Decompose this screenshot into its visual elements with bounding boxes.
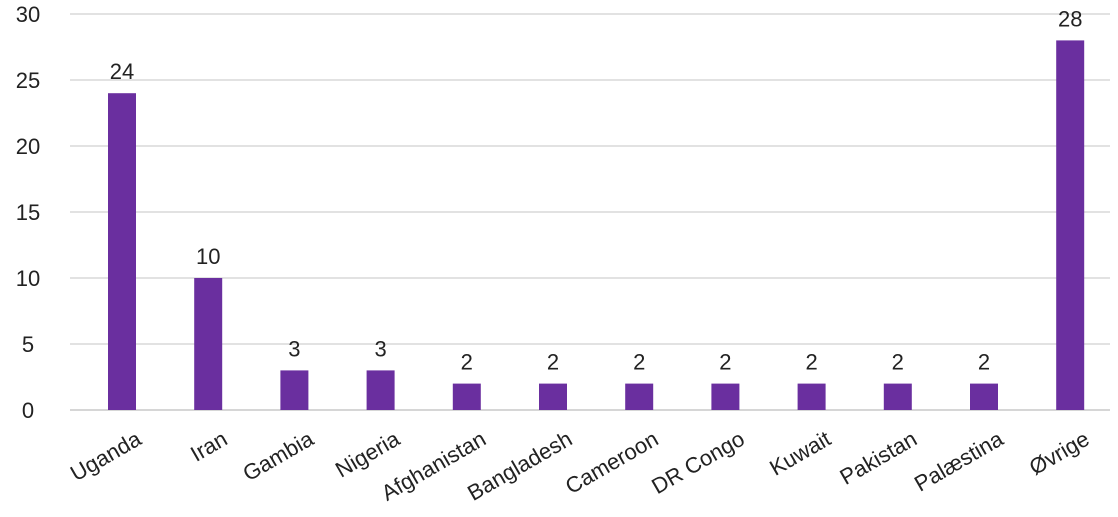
bar: [539, 383, 567, 410]
data-label: 24: [110, 59, 134, 84]
y-tick-label: 5: [22, 332, 34, 357]
data-label: 2: [461, 350, 473, 375]
bar: [280, 370, 309, 410]
data-label: 2: [892, 350, 904, 375]
bar: [108, 93, 136, 410]
y-tick-label: 0: [22, 398, 34, 423]
data-label: 3: [374, 336, 386, 361]
bar: [711, 383, 740, 410]
data-label: 2: [805, 350, 817, 375]
data-label: 28: [1058, 6, 1082, 31]
x-tick-label: Kuwait: [765, 426, 835, 481]
x-tick-label: Palæstina: [910, 426, 1008, 497]
bar: [970, 383, 998, 410]
bar: [797, 383, 826, 410]
y-tick-label: 25: [16, 68, 40, 93]
y-tick-label: 15: [16, 200, 40, 225]
x-tick-label: Pakistan: [836, 426, 922, 490]
data-label: 2: [633, 350, 645, 375]
y-tick-label: 10: [16, 266, 40, 291]
x-tick-label: Cameroon: [561, 426, 662, 499]
bar: [883, 383, 912, 410]
bar: [1056, 40, 1085, 411]
data-label: 2: [719, 350, 731, 375]
data-label: 2: [547, 350, 559, 375]
bar: [366, 370, 395, 410]
x-tick-label: Gambia: [238, 426, 318, 487]
y-tick-label: 30: [16, 2, 40, 27]
bar: [625, 383, 654, 410]
x-tick-label: DR Congo: [647, 426, 748, 499]
bar: [452, 383, 481, 410]
x-tick-label: Uganda: [66, 426, 146, 487]
data-label: 2: [978, 350, 990, 375]
data-label: 3: [288, 336, 300, 361]
bar: [194, 278, 223, 410]
x-tick-label: Iran: [186, 426, 231, 467]
x-tick-label: Øvrige: [1025, 426, 1094, 480]
y-tick-label: 20: [16, 134, 40, 159]
data-label: 10: [196, 244, 220, 269]
